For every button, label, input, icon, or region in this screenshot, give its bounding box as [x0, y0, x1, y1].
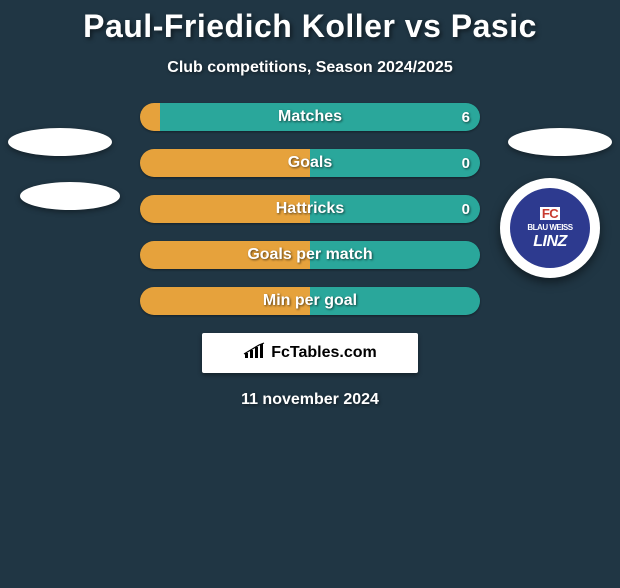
bar-right [160, 103, 480, 131]
bar-track: Hattricks 0 [140, 195, 480, 223]
stat-value-right: 0 [462, 149, 470, 177]
stat-value-right: 6 [462, 103, 470, 131]
subtitle: Club competitions, Season 2024/2025 [0, 59, 620, 77]
bar-right [310, 287, 480, 315]
stats-container: Matches 6 Goals 0 Hattricks 0 Goals per … [0, 103, 620, 315]
bar-right [310, 241, 480, 269]
brand-box: FcTables.com [202, 333, 418, 373]
bar-track: Min per goal [140, 287, 480, 315]
bar-right [310, 149, 480, 177]
stat-value-right: 0 [462, 195, 470, 223]
bar-right [310, 195, 480, 223]
bar-track: Matches 6 [140, 103, 480, 131]
bar-left [140, 287, 310, 315]
bar-track: Goals per match [140, 241, 480, 269]
date-text: 11 november 2024 [0, 391, 620, 409]
brand-text: FcTables.com [271, 344, 377, 362]
stat-row-min-per-goal: Min per goal [10, 287, 610, 315]
bar-left [140, 103, 160, 131]
bar-left [140, 241, 310, 269]
page-title: Paul-Friedich Koller vs Pasic [0, 8, 620, 45]
chart-icon [243, 342, 265, 365]
bar-left [140, 149, 310, 177]
stat-row-goals-per-match: Goals per match [10, 241, 610, 269]
stat-row-matches: Matches 6 [10, 103, 610, 131]
stat-row-goals: Goals 0 [10, 149, 610, 177]
stat-row-hattricks: Hattricks 0 [10, 195, 610, 223]
bar-track: Goals 0 [140, 149, 480, 177]
bar-left [140, 195, 310, 223]
